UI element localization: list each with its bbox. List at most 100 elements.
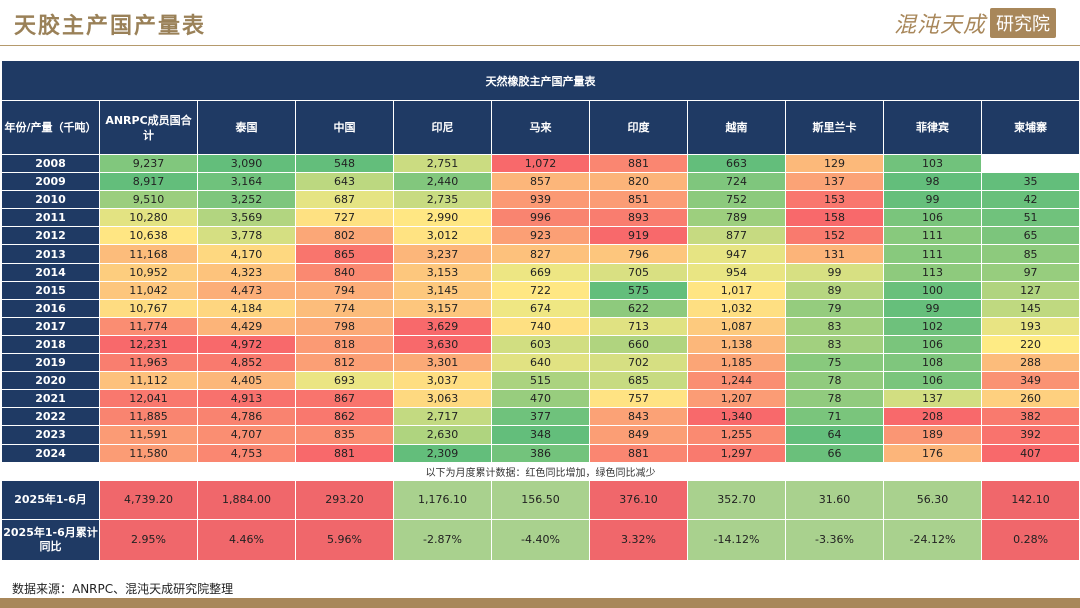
value-cell: 727 [295, 208, 394, 228]
value-cell: 11,112 [99, 371, 198, 391]
value-cell: 3,630 [393, 334, 492, 355]
value-cell: 939 [491, 190, 590, 210]
value-cell: 685 [589, 371, 688, 391]
year-cell: 2023 [1, 425, 100, 445]
value-cell: 827 [491, 244, 590, 264]
value-cell: 640 [491, 353, 590, 373]
value-cell: 923 [491, 226, 590, 246]
summary-value-cell: 1,176.10 [393, 479, 492, 520]
value-cell: 687 [295, 190, 394, 210]
value-cell: 881 [589, 153, 688, 174]
year-cell: 2017 [1, 316, 100, 336]
header-year-unit: 年份/产量（千吨） [1, 100, 100, 155]
table-row: 2009 8,917 3,164 643 2,440 857 820 724 137 98 35 [1, 172, 1080, 192]
value-cell: 83 [785, 334, 884, 355]
year-cell: 2013 [1, 244, 100, 264]
table-row: 2019 11,963 4,852 812 3,301 640 702 1,185 75 108 2… [1, 353, 1080, 373]
value-cell: 1,255 [687, 425, 786, 445]
value-cell: 66 [785, 443, 884, 463]
value-cell: 288 [980, 353, 1080, 373]
value-cell: 660 [589, 334, 688, 355]
value-cell: 1,297 [687, 443, 786, 463]
table-row: 2012 10,638 3,778 802 3,012 923 919 877 152 111 65 [1, 226, 1080, 246]
value-cell [980, 153, 1080, 174]
value-cell: 867 [295, 389, 394, 409]
value-cell: 774 [295, 298, 394, 318]
summary-value-cell: 293.20 [295, 479, 394, 520]
value-cell: 2,990 [393, 208, 492, 228]
value-cell: 724 [687, 172, 786, 192]
value-cell: 348 [491, 425, 590, 445]
yoy-value-cell: 2.95% [99, 518, 198, 561]
year-cell: 2010 [1, 190, 100, 210]
value-cell: 470 [491, 389, 590, 409]
value-cell: 840 [295, 262, 394, 282]
table-note: 以下为月度累计数据：红色同比增加，绿色同比减少 [0, 461, 1080, 481]
value-cell: 11,774 [99, 316, 198, 336]
value-cell: 3,252 [197, 190, 296, 210]
header-column: 越南 [687, 100, 786, 155]
header-column: 中国 [295, 100, 394, 155]
header-column: 菲律宾 [883, 100, 982, 155]
value-cell: 643 [295, 172, 394, 192]
value-cell: 1,138 [687, 334, 786, 355]
yoy-value-cell: -14.12% [687, 518, 786, 561]
value-cell: 103 [883, 153, 982, 174]
value-cell: 137 [883, 389, 982, 409]
value-cell: 65 [980, 226, 1080, 246]
value-cell: 947 [687, 244, 786, 264]
value-cell: 153 [785, 190, 884, 210]
value-cell: 99 [883, 298, 982, 318]
value-cell: 548 [295, 153, 394, 174]
value-cell: 10,767 [99, 298, 198, 318]
value-cell: 674 [491, 298, 590, 318]
value-cell: 4,429 [197, 316, 296, 336]
value-cell: 97 [980, 262, 1080, 282]
value-cell: 622 [589, 298, 688, 318]
value-cell: 1,087 [687, 316, 786, 336]
year-cell: 2011 [1, 208, 100, 228]
value-cell: 752 [687, 190, 786, 210]
header-column: 马来 [491, 100, 590, 155]
yoy-value-cell: -2.87% [393, 518, 492, 561]
header-column: 印尼 [393, 100, 492, 155]
summary-value-cell: 156.50 [491, 479, 590, 520]
value-cell: 260 [980, 389, 1080, 409]
value-cell: 349 [980, 371, 1080, 391]
value-cell: 392 [980, 425, 1080, 445]
brand-logo: 混沌天成 研究院 [894, 6, 1056, 40]
yoy-value-cell: -3.36% [785, 518, 884, 561]
value-cell: 145 [980, 298, 1080, 318]
value-cell: 102 [883, 316, 982, 336]
value-cell: 9,237 [99, 153, 198, 174]
value-cell: 127 [980, 280, 1080, 300]
table-body: 2008 9,237 3,090 548 2,751 1,072 881 663 129 103 2… [1, 153, 1080, 463]
value-cell: 954 [687, 262, 786, 282]
yoy-value-cell: -24.12% [883, 518, 982, 561]
value-cell: 42 [980, 190, 1080, 210]
yoy-value-cell: 5.96% [295, 518, 394, 561]
summary-value-cell: 1,884.00 [197, 479, 296, 520]
value-cell: 1,017 [687, 280, 786, 300]
value-cell: 794 [295, 280, 394, 300]
year-cell: 2019 [1, 353, 100, 373]
value-cell: 106 [883, 371, 982, 391]
year-cell: 2008 [1, 153, 100, 174]
yoy-value-cell: 4.46% [197, 518, 296, 561]
value-cell: 2,309 [393, 443, 492, 463]
value-cell: 1,207 [687, 389, 786, 409]
value-cell: 10,280 [99, 208, 198, 228]
value-cell: 812 [295, 353, 394, 373]
table-row: 2018 12,231 4,972 818 3,630 603 660 1,138 83 106 2… [1, 334, 1080, 355]
value-cell: 1,244 [687, 371, 786, 391]
header-column: ANRPC成员国合计 [99, 100, 198, 155]
value-cell: 152 [785, 226, 884, 246]
value-cell: 669 [491, 262, 590, 282]
table-row: 2020 11,112 4,405 693 3,037 515 685 1,244 78 106 3… [1, 371, 1080, 391]
value-cell: 4,405 [197, 371, 296, 391]
year-cell: 2016 [1, 298, 100, 318]
value-cell: 3,063 [393, 389, 492, 409]
value-cell: 12,231 [99, 334, 198, 355]
table-row: 2013 11,168 4,170 865 3,237 827 796 947 131 111 85 [1, 244, 1080, 264]
yoy-value-cell: 3.32% [589, 518, 688, 561]
